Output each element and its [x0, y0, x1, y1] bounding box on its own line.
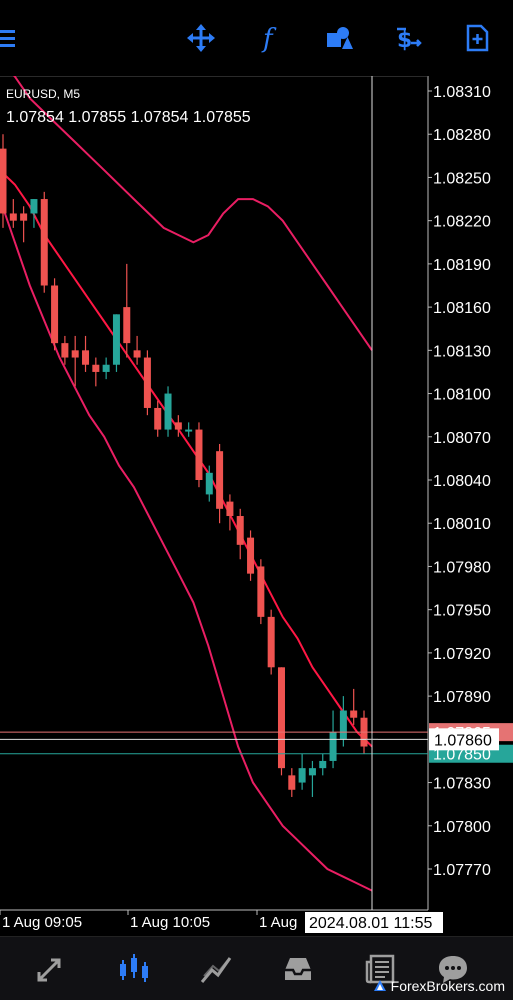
add-document-icon[interactable]	[459, 20, 495, 56]
crosshair-move-icon[interactable]	[183, 20, 219, 56]
candle-body	[112, 314, 120, 365]
bottom-navigation: ForexBrokers.com	[0, 936, 513, 1000]
price-tick-label: 1.08220	[433, 214, 491, 231]
svg-text:f: f	[261, 24, 277, 53]
price-tick-label: 1.07980	[433, 559, 491, 576]
candle-body	[329, 732, 337, 761]
price-tick-label: 1.07890	[433, 689, 491, 706]
price-tick-label: 1.07920	[433, 646, 491, 663]
candle-body	[71, 350, 79, 358]
price-tick-label: 1.08040	[433, 473, 491, 490]
top-toolbar: f $	[0, 0, 513, 76]
news-icon[interactable]	[360, 951, 400, 987]
candle-body	[185, 429, 193, 432]
candle-body	[277, 667, 285, 769]
time-tick-label: 1 Aug	[259, 914, 297, 931]
price-tick-label: 1.08250	[433, 170, 491, 187]
watermark: ForexBrokers.com	[373, 978, 505, 994]
time-tick-label: 1 Aug 10:05	[130, 914, 210, 931]
price-chart[interactable]: 1.08310 1.08280 1.08250 1.08220 1.08190 1.081…	[0, 76, 513, 936]
candle-body	[319, 760, 327, 769]
bollinger-middle-band	[0, 169, 373, 748]
candlestick-icon[interactable]	[114, 951, 154, 987]
candle-body	[205, 472, 213, 495]
ohlc-values: 1.07854 1.07855 1.07854 1.07855	[6, 109, 251, 126]
price-tick-label: 1.07800	[433, 819, 491, 836]
candle-body	[257, 566, 265, 617]
candle-body	[339, 710, 347, 740]
candle-body	[236, 516, 244, 545]
price-tick-label: 1.08280	[433, 127, 491, 144]
price-tick-label: 1.08070	[433, 430, 491, 447]
candle-body	[51, 285, 59, 344]
svg-text:$: $	[397, 28, 412, 53]
candle-body	[133, 350, 141, 358]
candlestick-chart-svg[interactable]: 1.08310 1.08280 1.08250 1.08220 1.08190 1.081…	[0, 76, 513, 936]
crosshair-price-box	[429, 728, 499, 751]
chart-info: EURUSD, M5 1.07854 1.07855 1.07854 1.078…	[6, 82, 251, 130]
candle-body	[92, 364, 100, 372]
hamburger-icon[interactable]	[0, 20, 26, 56]
candle-body	[350, 710, 358, 718]
time-tick-label: 1 Aug 09:05	[2, 914, 82, 931]
candle-body	[102, 364, 110, 372]
candle-body	[216, 451, 224, 509]
quotes-arrows-icon[interactable]	[30, 951, 70, 987]
candle-body	[123, 307, 131, 344]
price-tick-label: 1.08310	[433, 84, 491, 101]
candle-body	[226, 501, 234, 517]
crosshair-price-label: 1.07860	[434, 732, 492, 749]
price-tick-label: 1.08160	[433, 300, 491, 317]
inbox-icon[interactable]	[278, 951, 318, 987]
dollar-swap-icon[interactable]: $	[390, 20, 426, 56]
candle-body	[20, 213, 28, 221]
candle-body	[30, 199, 38, 214]
bid-price-label: 1.07850	[433, 747, 491, 764]
trend-icon[interactable]	[196, 951, 236, 987]
crosshair-cursor	[366, 733, 378, 746]
candle-body	[9, 213, 17, 221]
bollinger-upper-band	[12, 76, 373, 351]
candle-body	[0, 148, 7, 214]
bollinger-lower-band	[0, 198, 373, 892]
price-tick-label: 1.07950	[433, 603, 491, 620]
candle-body	[308, 768, 316, 776]
candle-body	[195, 429, 203, 480]
candle-body	[298, 768, 306, 783]
price-tick-label: 1.08010	[433, 516, 491, 533]
candle-body	[154, 407, 162, 430]
candle-body	[164, 393, 172, 430]
candle-body	[143, 357, 151, 408]
candle-body	[61, 343, 69, 358]
chat-icon[interactable]	[433, 951, 473, 987]
price-tick-label: 1.07830	[433, 776, 491, 793]
watermark-text: ForexBrokers.com	[390, 978, 505, 994]
shapes-icon[interactable]	[321, 20, 357, 56]
symbol-label: EURUSD, M5	[6, 87, 81, 101]
candle-body	[174, 422, 182, 430]
crosshair-time-box	[305, 912, 443, 933]
price-tick-label: 1.08100	[433, 387, 491, 404]
candle-body	[267, 616, 275, 668]
candle-body	[82, 350, 90, 365]
price-tick-label: 1.07770	[433, 862, 491, 879]
candle-body	[40, 199, 48, 286]
price-tick-label: 1.08190	[433, 257, 491, 274]
price-tick-label: 1.08130	[433, 343, 491, 360]
candle-body	[247, 537, 255, 574]
candle-body	[288, 775, 296, 790]
watermark-logo	[373, 980, 386, 991]
function-icon[interactable]: f	[252, 20, 288, 56]
crosshair-time-label: 2024.08.01 11:55	[309, 915, 432, 932]
